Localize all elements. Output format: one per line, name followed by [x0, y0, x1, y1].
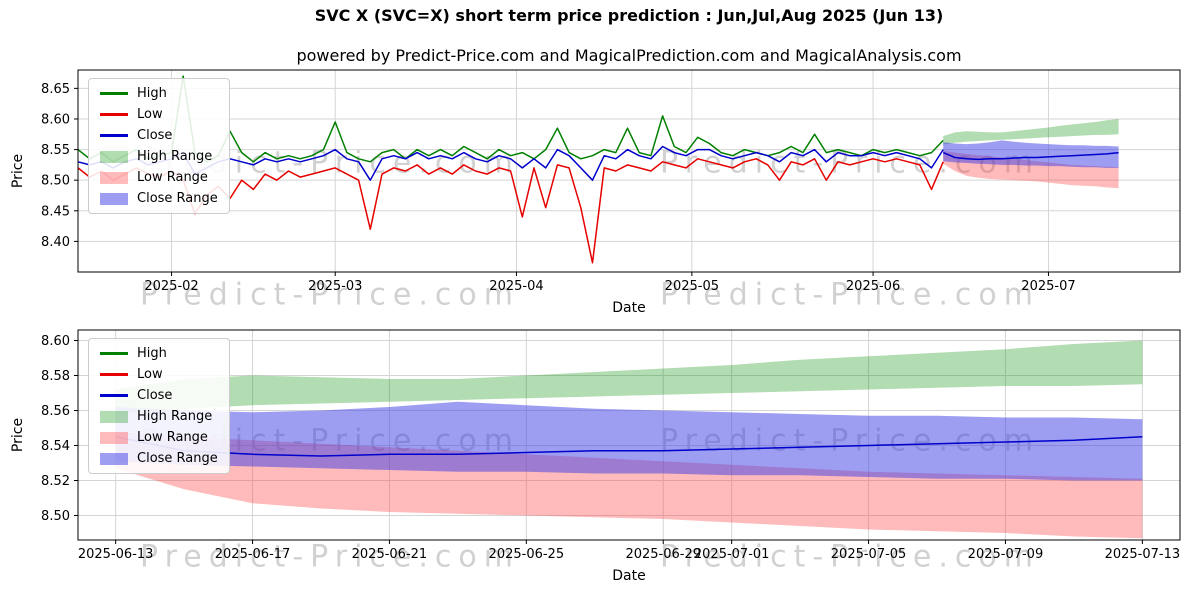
legend-bottom: High Low Close High Range Low Range Close Ran… [88, 338, 230, 474]
legend-patch-sample [100, 410, 128, 423]
legend-line-sample [100, 394, 128, 397]
legend-patch-sample [100, 171, 128, 184]
legend-item-low-range: Low Range [100, 430, 218, 445]
legend-label: Low [137, 367, 163, 382]
close-range-band [115, 401, 1143, 481]
legend-item-close-range: Close Range [100, 191, 218, 206]
x-tick-label: 2025-04 [489, 279, 543, 294]
high-range-band [943, 119, 1119, 145]
legend-line-sample [100, 134, 128, 137]
y-tick-label: 8.60 [41, 112, 70, 127]
close-forecast-line [942, 151, 1119, 161]
close-forecast-line [115, 436, 1143, 457]
legend-item-low-range: Low Range [100, 170, 218, 185]
legend-label: Close Range [137, 451, 218, 466]
x-tick-label: 2025-03 [308, 279, 362, 294]
y-tick-label: 8.54 [41, 439, 70, 454]
legend-label: Close [137, 388, 173, 403]
y-axis-label: Price [10, 418, 26, 452]
legend-line-sample [100, 373, 128, 376]
chart-title: SVC X (SVC=X) short term price predictio… [314, 6, 944, 25]
plot-border [77, 69, 1181, 273]
legend-item-close-range: Close Range [100, 451, 218, 466]
y-tick-label: 8.60 [41, 334, 70, 349]
legend-label: High Range [137, 409, 213, 424]
legend-label: Low Range [137, 170, 208, 185]
legend-label: Low Range [137, 430, 208, 445]
x-axis-label: Date [612, 568, 645, 584]
legend-top: High Low Close High Range Low Range Close Ran… [88, 78, 230, 214]
legend-line-sample [100, 352, 128, 355]
x-tick-label: 2025-07 [1021, 279, 1075, 294]
legend-line-sample [100, 92, 128, 95]
legend-label: Close [137, 128, 173, 143]
legend-label: High Range [137, 149, 213, 164]
close-range-band [943, 140, 1119, 168]
y-tick-label: 8.45 [41, 204, 70, 219]
legend-item-high: High [100, 346, 218, 361]
x-tick-label: 2025-07-09 [968, 547, 1044, 562]
legend-label: High [137, 86, 167, 101]
legend-item-high-range: High Range [100, 409, 218, 424]
x-tick-label: 2025-07-01 [694, 547, 770, 562]
y-tick-label: 8.58 [41, 369, 70, 384]
y-tick-label: 8.55 [41, 143, 70, 158]
legend-patch-sample [100, 431, 128, 444]
x-tick-label: 2025-06-29 [625, 547, 701, 562]
chart-subtitle: powered by Predict-Price.com and Magical… [296, 46, 962, 65]
x-tick-label: 2025-07-13 [1105, 547, 1181, 562]
legend-label: Low [137, 107, 163, 122]
high-range-band [115, 340, 1143, 414]
x-tick-label: 2025-06 [846, 279, 900, 294]
y-tick-label: 8.50 [41, 174, 70, 189]
y-tick-label: 8.50 [41, 509, 70, 524]
legend-item-low: Low [100, 367, 218, 382]
legend-label: Close Range [137, 191, 218, 206]
x-tick-label: 2025-06-21 [352, 547, 428, 562]
y-tick-label: 8.65 [41, 82, 70, 97]
x-tick-label: 2025-06-17 [215, 547, 291, 562]
legend-item-high: High [100, 86, 218, 101]
legend-label: High [137, 346, 167, 361]
x-tick-label: 2025-07-05 [831, 547, 907, 562]
legend-line-sample [100, 113, 128, 116]
x-tick-label: 2025-06-13 [78, 547, 154, 562]
legend-item-low: Low [100, 107, 218, 122]
x-tick-label: 2025-06-25 [489, 547, 565, 562]
y-tick-label: 8.56 [41, 404, 70, 419]
y-tick-label: 8.40 [41, 235, 70, 250]
legend-patch-sample [100, 150, 128, 163]
legend-item-close: Close [100, 388, 218, 403]
y-tick-label: 8.52 [41, 474, 70, 489]
x-tick-label: 2025-05 [665, 279, 719, 294]
plot-border [77, 329, 1181, 541]
legend-item-high-range: High Range [100, 149, 218, 164]
legend-patch-sample [100, 452, 128, 465]
y-axis-label: Price [10, 154, 26, 188]
legend-patch-sample [100, 192, 128, 205]
x-axis-label: Date [612, 300, 645, 316]
x-tick-label: 2025-02 [144, 279, 198, 294]
legend-item-close: Close [100, 128, 218, 143]
